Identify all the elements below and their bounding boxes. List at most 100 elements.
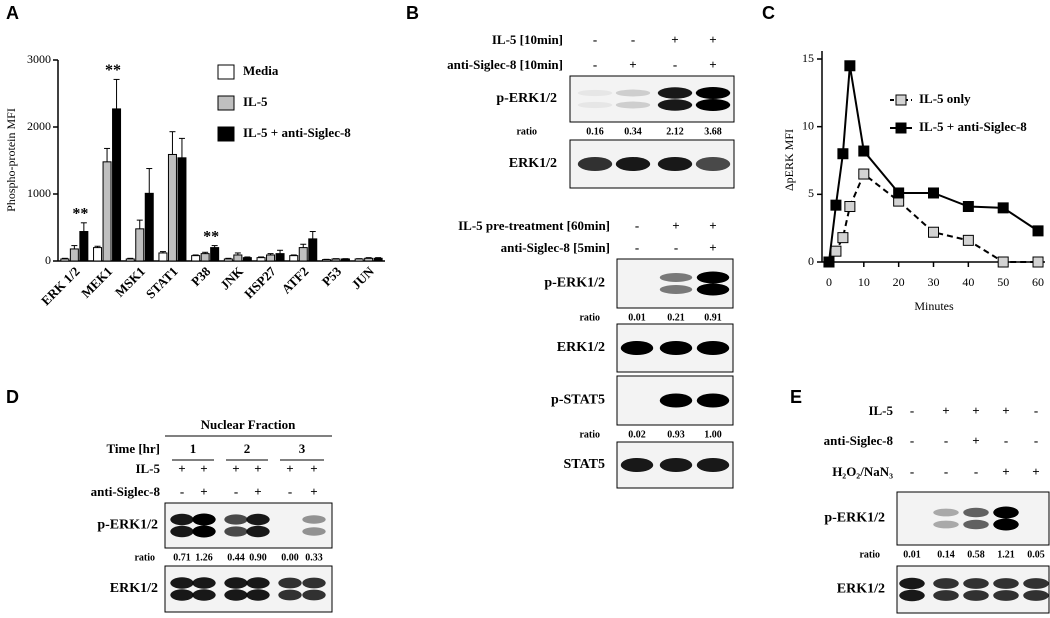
condition-sign: + bbox=[254, 461, 261, 476]
condition-sign: - bbox=[635, 218, 639, 233]
x-tick-label: MEK1 bbox=[78, 264, 115, 301]
ratio-value: 0.05 bbox=[1027, 549, 1045, 560]
bar bbox=[177, 157, 187, 262]
bar bbox=[223, 258, 233, 262]
band bbox=[657, 87, 693, 99]
band bbox=[577, 89, 613, 97]
condition-sign: + bbox=[709, 218, 716, 233]
band bbox=[695, 157, 731, 171]
condition-label: anti-Siglec-8 [5min] bbox=[501, 240, 610, 255]
x-tick-label: ERK 1/2 bbox=[38, 264, 83, 309]
condition-sign: - bbox=[234, 484, 238, 499]
ratio-value: 0.21 bbox=[667, 312, 685, 323]
x-axis-label: Minutes bbox=[914, 299, 954, 313]
ratio-value: 2.12 bbox=[666, 126, 684, 137]
condition-sign: - bbox=[673, 57, 677, 72]
ratio-value: 0.90 bbox=[249, 552, 267, 563]
band bbox=[963, 519, 989, 530]
ratio-value: 3.68 bbox=[704, 126, 722, 137]
band bbox=[170, 513, 194, 526]
ratio-value: 1.00 bbox=[704, 429, 722, 440]
panel-letter: D bbox=[6, 387, 19, 407]
legend-label: IL-5 only bbox=[919, 91, 971, 106]
band bbox=[933, 578, 959, 589]
band bbox=[657, 157, 693, 171]
bar bbox=[102, 161, 112, 262]
band bbox=[963, 578, 989, 589]
bar bbox=[158, 252, 168, 262]
band bbox=[696, 271, 730, 284]
blot-label: p-ERK1/2 bbox=[97, 518, 158, 533]
condition-sign: + bbox=[200, 461, 207, 476]
condition-sign: + bbox=[1002, 403, 1009, 418]
band bbox=[659, 273, 693, 282]
legend-label: IL-5 + anti-Siglec-8 bbox=[919, 119, 1027, 134]
x-tick-label: 0 bbox=[826, 275, 832, 289]
band bbox=[696, 283, 730, 296]
condition-label: IL-5 [10min] bbox=[492, 32, 563, 47]
bar bbox=[233, 254, 243, 262]
bar bbox=[373, 257, 383, 262]
legend-marker bbox=[895, 94, 907, 106]
legend-swatch bbox=[217, 95, 235, 111]
band bbox=[993, 506, 1019, 519]
bar bbox=[210, 247, 220, 262]
condition-sign: + bbox=[310, 484, 317, 499]
legend-swatch bbox=[217, 126, 235, 142]
blot-frame bbox=[616, 258, 734, 309]
band bbox=[695, 87, 731, 99]
ratio-value: 0.01 bbox=[903, 549, 921, 560]
y-axis-label: Phospho-protein MFI bbox=[4, 108, 18, 212]
band bbox=[224, 577, 248, 589]
band bbox=[993, 518, 1019, 531]
panel-letter: C bbox=[762, 3, 775, 23]
ratio-label: ratio bbox=[859, 549, 880, 560]
point bbox=[844, 201, 856, 213]
bar bbox=[69, 248, 79, 262]
band bbox=[696, 458, 730, 472]
band bbox=[696, 341, 730, 355]
bar bbox=[275, 253, 285, 262]
significance-label: ** bbox=[105, 62, 121, 79]
band bbox=[963, 590, 989, 601]
condition-sign: + bbox=[200, 484, 207, 499]
condition-label: H₂O₂/NaN₃ bbox=[832, 464, 893, 479]
condition-sign: - bbox=[593, 57, 597, 72]
band bbox=[302, 577, 326, 589]
band bbox=[577, 157, 613, 171]
band bbox=[170, 577, 194, 589]
blot-label: p-STAT5 bbox=[551, 393, 605, 408]
ratio-label: ratio bbox=[579, 312, 600, 323]
point bbox=[997, 202, 1009, 214]
time-group: 1 bbox=[190, 441, 197, 456]
band bbox=[933, 520, 959, 529]
condition-sign: + bbox=[709, 32, 716, 47]
point bbox=[844, 60, 856, 72]
bar bbox=[144, 192, 154, 262]
condition-sign: - bbox=[974, 464, 978, 479]
x-tick-label: 20 bbox=[893, 275, 905, 289]
x-tick-label: 60 bbox=[1032, 275, 1044, 289]
ratio-value: 0.34 bbox=[624, 126, 642, 137]
point bbox=[837, 148, 849, 160]
bar bbox=[112, 108, 122, 262]
time-group: 3 bbox=[299, 441, 306, 456]
series-line bbox=[828, 172, 1039, 263]
bar bbox=[354, 258, 364, 262]
condition-label: IL-5 bbox=[135, 461, 160, 476]
condition-sign: - bbox=[1034, 433, 1038, 448]
condition-sign: + bbox=[709, 57, 716, 72]
x-tick-label: MSK1 bbox=[112, 264, 148, 300]
y-tick-label: 5 bbox=[808, 186, 814, 200]
legend-label: IL-5 + anti-Siglec-8 bbox=[243, 125, 351, 140]
band bbox=[192, 589, 216, 601]
band bbox=[899, 577, 925, 590]
band bbox=[659, 285, 693, 294]
condition-label: anti-Siglec-8 [10min] bbox=[447, 57, 563, 72]
ratio-value: 0.14 bbox=[937, 549, 955, 560]
ratio-value: 0.16 bbox=[586, 126, 604, 137]
band bbox=[302, 589, 326, 601]
condition-sign: - bbox=[593, 32, 597, 47]
condition-sign: - bbox=[910, 464, 914, 479]
condition-sign: - bbox=[1034, 403, 1038, 418]
